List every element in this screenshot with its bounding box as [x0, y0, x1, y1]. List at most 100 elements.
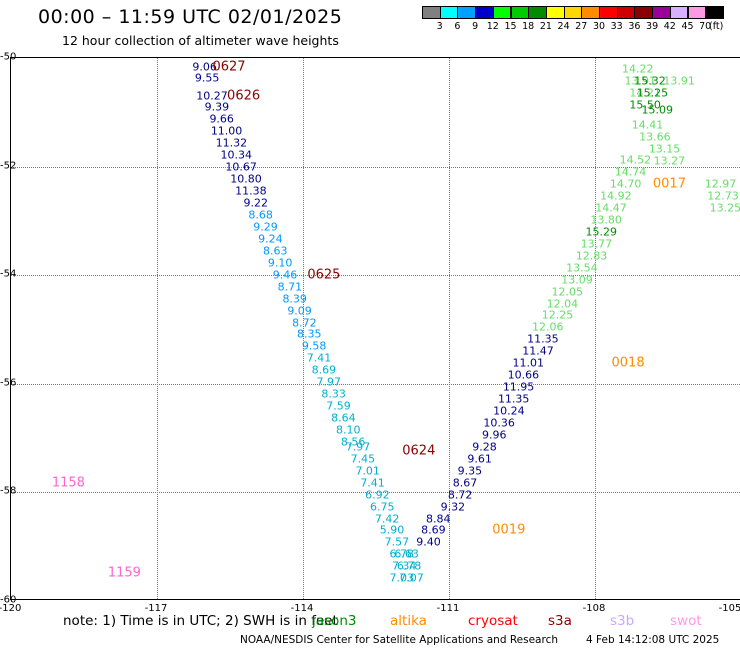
pass-time-label: 1158 [51, 475, 85, 491]
wave-height-value: 9.96 [481, 428, 507, 442]
wave-height-value: 14.74 [614, 165, 647, 179]
grid-line-lat [11, 166, 740, 168]
pass-time-label: 0017 [652, 176, 686, 192]
footer-credit: NOAA/NESDIS Center for Satellite Applica… [240, 634, 558, 646]
legend-swatch [705, 6, 724, 19]
wave-height-value: 12.05 [551, 285, 583, 299]
wave-height-value: 9.66 [209, 112, 234, 126]
wave-height-value: 8.63 [262, 244, 288, 258]
wave-height-value: 10.66 [507, 368, 540, 382]
legend-label: 45 [681, 21, 694, 32]
wave-height-value: 15.25 [636, 86, 669, 100]
wave-height-value: 15.29 [585, 225, 618, 239]
legend-swatch [475, 6, 494, 19]
legend-swatch [634, 6, 654, 19]
wave-height-value: 10.36 [483, 416, 515, 430]
wave-height-value: 13.09 [561, 273, 593, 287]
satellite-name: jason3 [312, 613, 357, 629]
wave-height-value: 8.64 [331, 411, 356, 425]
wave-height-value: 5.90 [379, 523, 405, 537]
pass-time-label: 0624 [402, 443, 436, 459]
grid-line-lon [449, 58, 450, 599]
wave-height-value: 14.70 [609, 177, 642, 191]
legend-label: 12 [486, 21, 499, 32]
grid-line-lat [11, 275, 740, 277]
legend-swatch [616, 6, 636, 19]
legend-swatch [669, 6, 689, 19]
wave-height-value: 9.40 [416, 535, 441, 549]
grid-line-lon [303, 58, 304, 599]
wave-height-value: 9.10 [267, 256, 293, 270]
wave-height-value: 14.21 [629, 86, 661, 100]
wave-height-value: 8.35 [297, 327, 322, 341]
wave-height-value: 9.24 [258, 232, 283, 246]
lat-tick-label: -56 [0, 377, 17, 389]
wave-height-value: 7.03 [389, 571, 415, 585]
wave-height-value: 13.27 [653, 154, 686, 168]
wave-height-value: 7.57 [384, 535, 410, 549]
wave-height-value: 7.41 [306, 351, 332, 365]
legend-label: 24 [557, 21, 570, 32]
wave-height-value: 9.22 [243, 196, 269, 210]
grid-line-lat [11, 492, 740, 494]
wave-height-value: 13.66 [639, 130, 671, 144]
wave-height-value: 8.69 [421, 523, 446, 537]
wave-height-value: 14.92 [600, 189, 632, 203]
wave-height-value: 11.95 [502, 380, 535, 394]
pass-time-label: 0627 [212, 59, 246, 75]
legend-swatch [492, 6, 512, 19]
wave-height-value: 8.68 [248, 208, 273, 222]
lat-tick-label: -54 [0, 268, 17, 280]
wave-height-value: 8.33 [321, 387, 346, 401]
wave-height-value: 14.52 [619, 153, 652, 167]
lon-tick-label: -105 [718, 603, 740, 614]
grid-line-lon [157, 58, 158, 599]
pass-time-label: 0019 [492, 522, 526, 538]
pass-time-label: 0626 [227, 88, 261, 104]
wave-height-value: 8.10 [335, 423, 361, 437]
wave-height-value: 8.71 [277, 280, 303, 294]
map-plot-area [10, 57, 740, 600]
wave-height-value: 9.35 [457, 464, 483, 478]
lat-tick-label: -58 [0, 485, 17, 497]
wave-height-value: 11.01 [512, 356, 545, 370]
legend-label: 21 [539, 21, 552, 32]
wave-height-value: 13.15 [648, 142, 681, 156]
wave-height-value: 7.97 [316, 375, 342, 389]
legend-swatch [652, 6, 671, 19]
wave-height-value: 10.34 [220, 148, 253, 162]
wave-height-value: 8.84 [426, 512, 451, 526]
wave-height-value: 6.78 [389, 547, 415, 561]
grid-line-lat [11, 383, 740, 385]
legend-label: 39 [646, 21, 659, 32]
wave-height-value: 8.67 [452, 476, 478, 490]
wave-height-value: 7.34 [391, 559, 417, 573]
lat-tick-label: -60 [0, 594, 17, 606]
satellite-name: cryosat [468, 613, 518, 629]
legend-label: 18 [522, 21, 535, 32]
wave-height-value: 7.41 [360, 476, 385, 490]
wave-height-value: 11.32 [215, 136, 248, 150]
wave-height-value: 6.63 [394, 547, 419, 561]
wave-height-value: 7.07 [399, 571, 424, 585]
wave-height-value: 12.83 [575, 249, 608, 263]
lon-tick-label: -114 [290, 603, 314, 614]
lon-tick-label: -108 [582, 603, 606, 614]
wave-height-value: 11.47 [522, 344, 554, 358]
wave-height-value: 15.50 [629, 98, 661, 112]
wave-height-value: 11.35 [497, 392, 530, 406]
wave-height-value: 9.39 [204, 100, 230, 114]
page-subtitle: 12 hour collection of altimeter wave hei… [62, 33, 339, 48]
wave-height-value: 7.45 [350, 452, 376, 466]
wave-height-value: 12.97 [704, 177, 737, 191]
lon-tick-label: -117 [144, 603, 168, 614]
pass-time-label: 0018 [611, 355, 645, 371]
legend-unit: (ft) [709, 21, 724, 32]
wave-height-value: 11.35 [527, 332, 559, 346]
legend-swatch [545, 6, 565, 19]
wave-height-value: 9.28 [472, 440, 497, 454]
legend-label: 36 [628, 21, 641, 32]
footer-note: note: 1) Time is in UTC; 2) SWH is in fe… [63, 613, 338, 629]
satellite-name: altika [390, 613, 427, 629]
